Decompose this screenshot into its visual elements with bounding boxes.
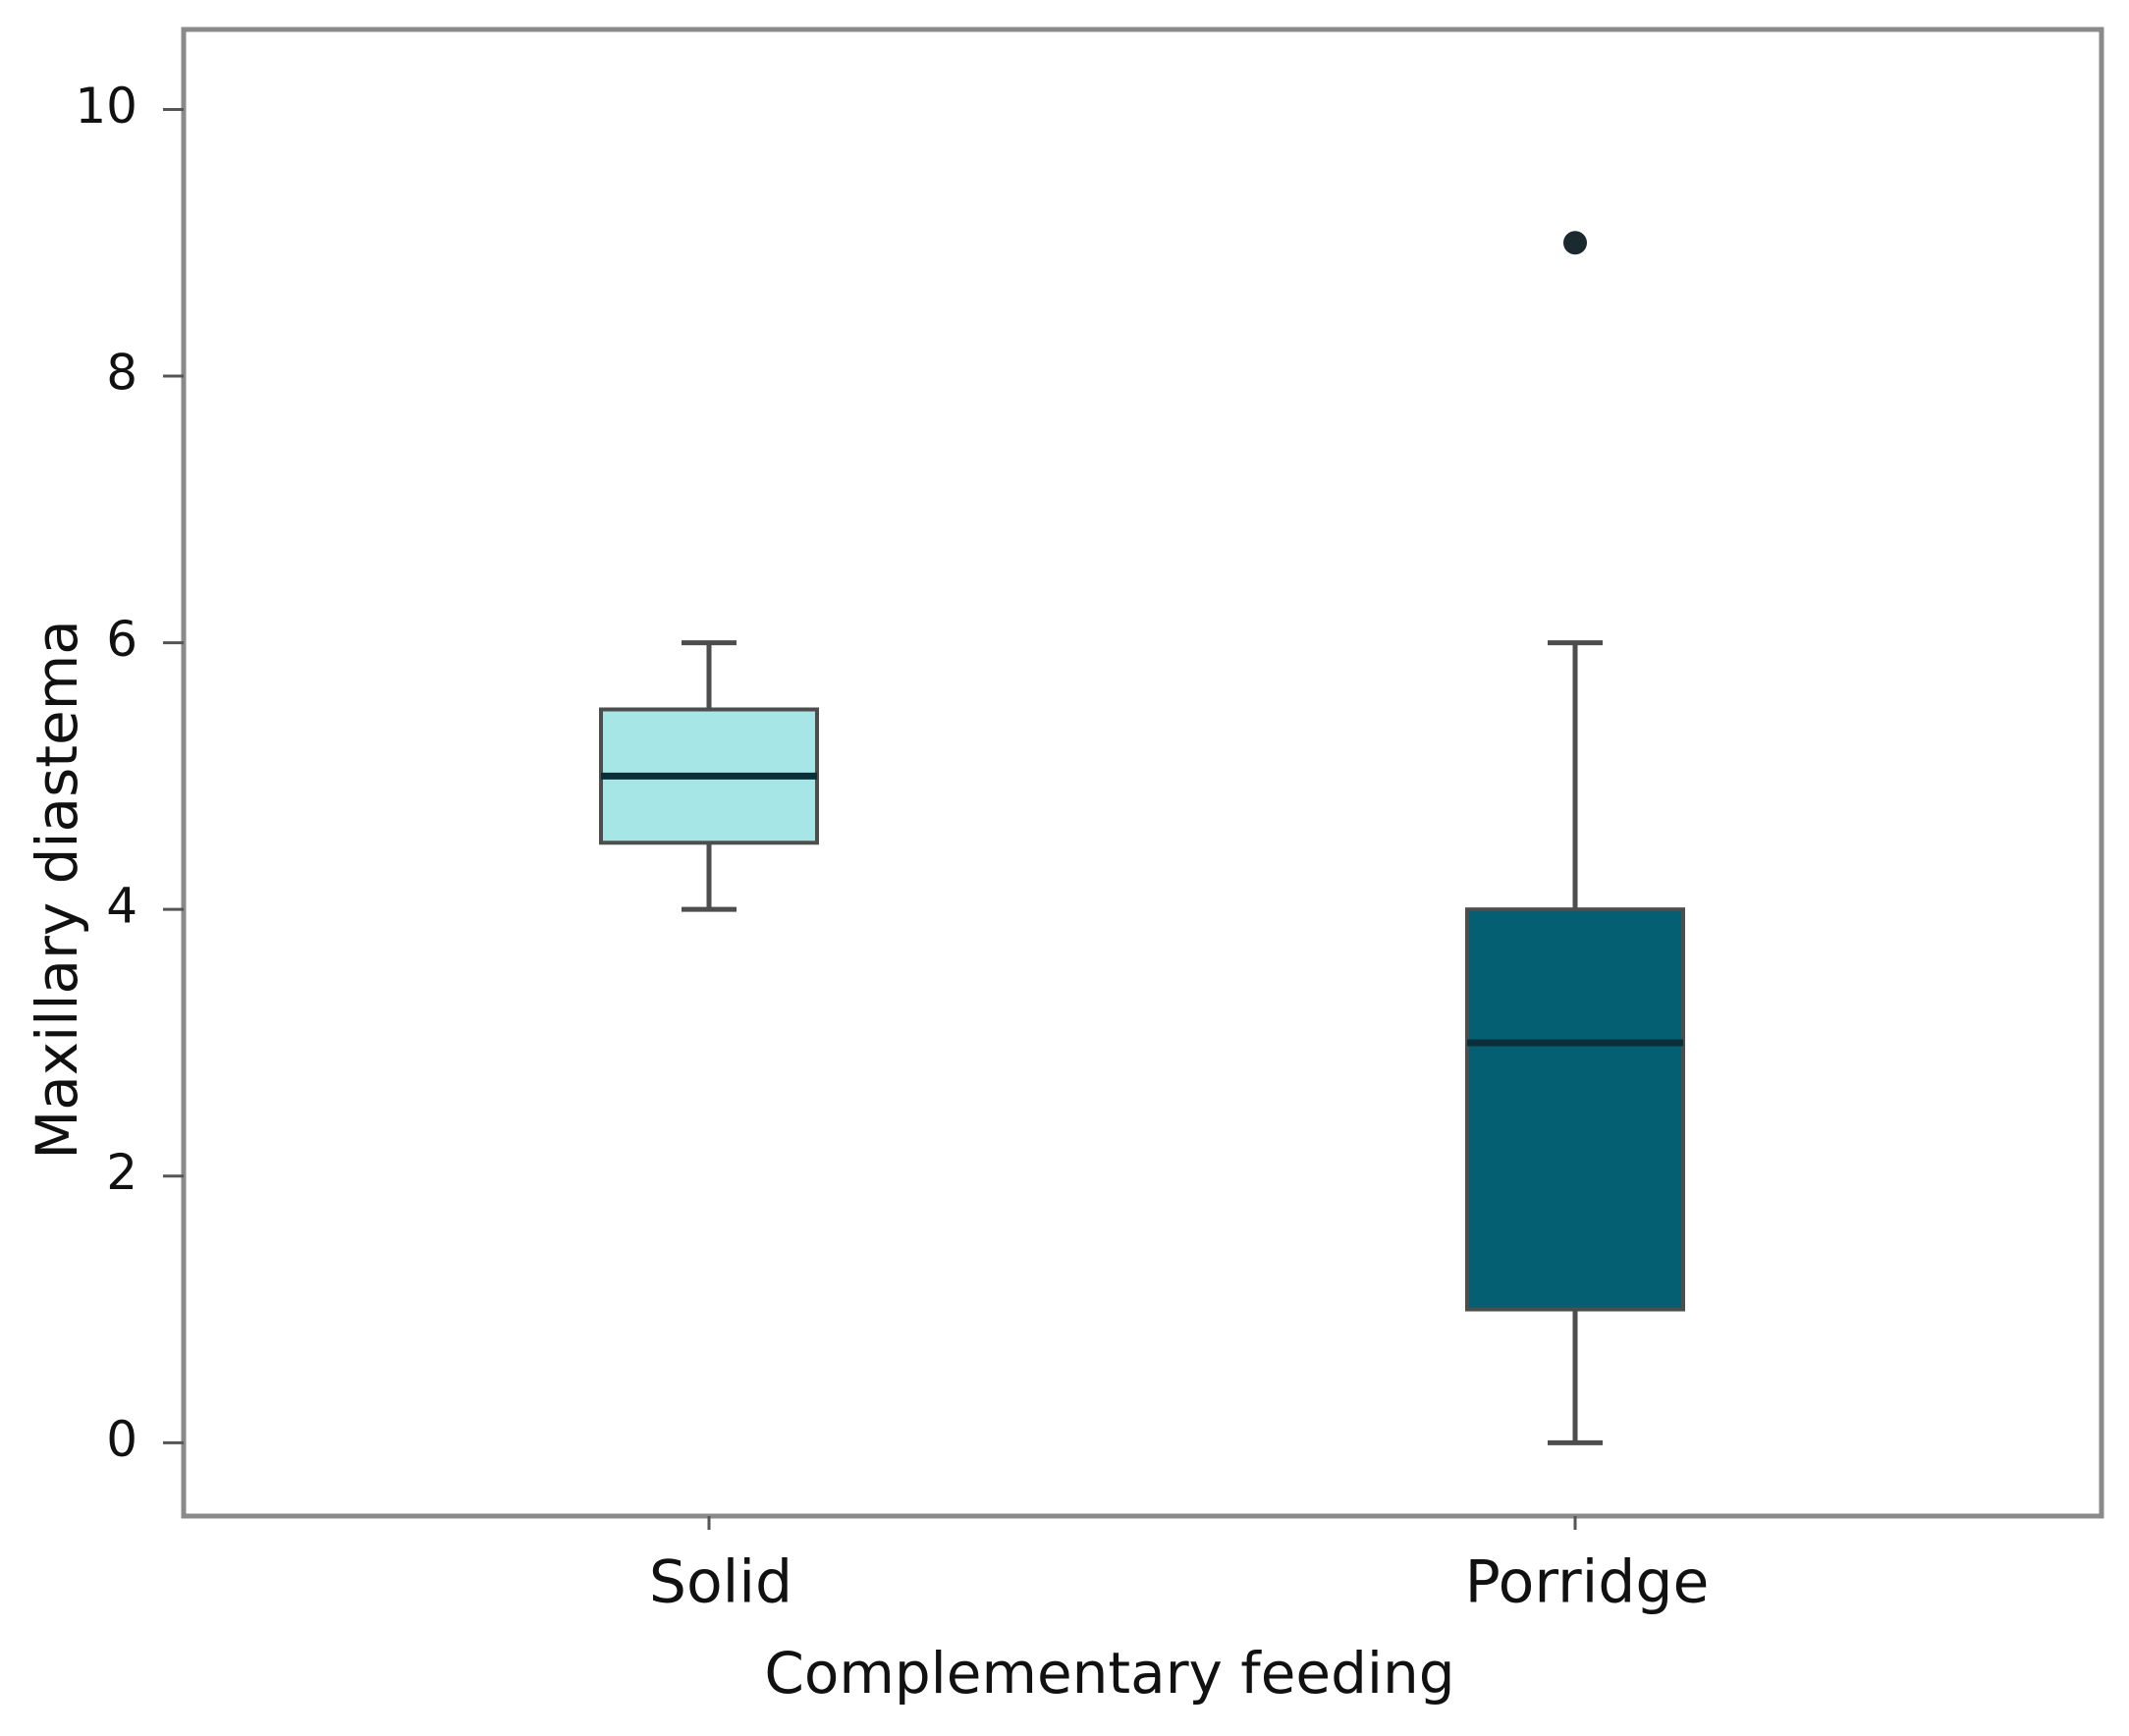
y-axis-title: Maxillary diastema bbox=[24, 620, 90, 1160]
x-tick-label: Solid bbox=[649, 1548, 792, 1617]
y-tick-label: 10 bbox=[75, 78, 137, 135]
y-tick-label: 0 bbox=[106, 1411, 137, 1468]
x-tick-label: Porridge bbox=[1465, 1548, 1710, 1617]
y-tick-label: 6 bbox=[106, 611, 137, 668]
plot-frame bbox=[181, 27, 2104, 1519]
outlier bbox=[1563, 231, 1587, 255]
box bbox=[1465, 907, 1685, 1312]
y-tick-label: 4 bbox=[106, 878, 137, 935]
x-axis-title: Complementary feeding bbox=[764, 1640, 1454, 1707]
y-tick-label: 8 bbox=[106, 345, 137, 402]
y-tick-label: 2 bbox=[106, 1144, 137, 1201]
